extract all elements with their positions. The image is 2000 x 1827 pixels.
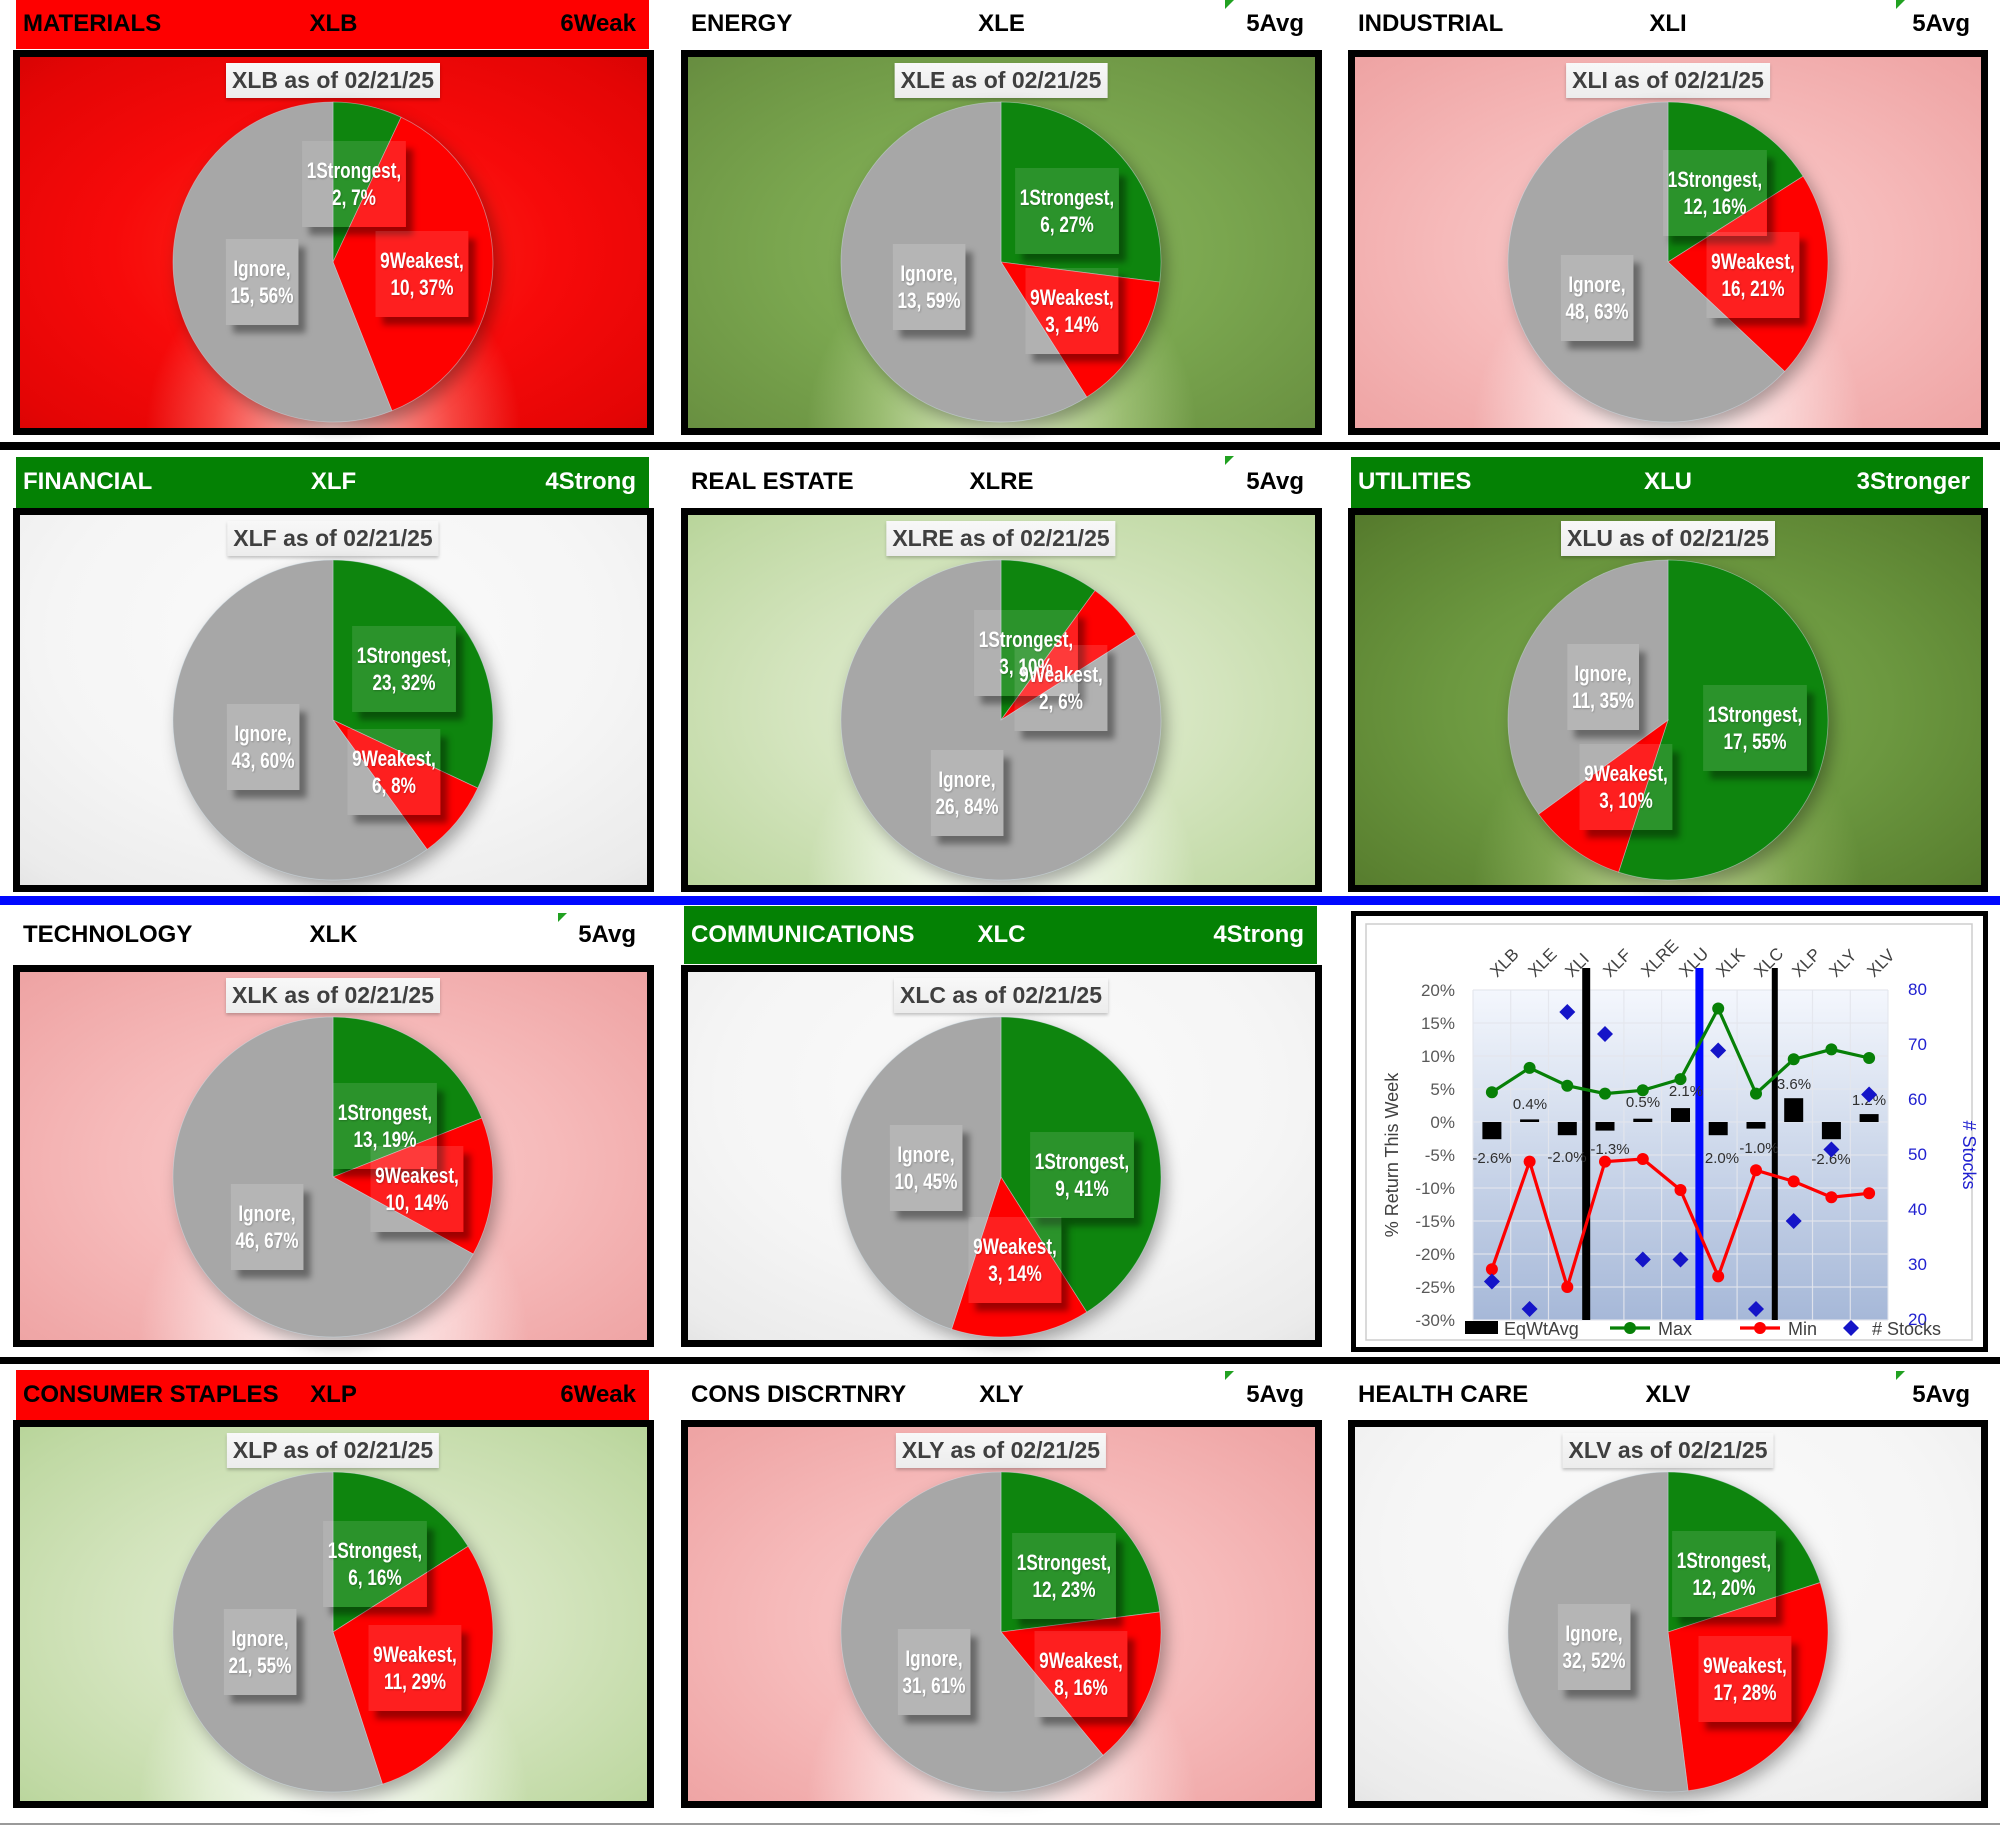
svg-text:30: 30 bbox=[1908, 1255, 1927, 1274]
svg-text:2.0%: 2.0% bbox=[1705, 1150, 1739, 1167]
svg-text:-5%: -5% bbox=[1425, 1146, 1455, 1165]
svg-text:60: 60 bbox=[1908, 1090, 1927, 1109]
svg-text:0.5%: 0.5% bbox=[1626, 1094, 1660, 1111]
svg-text:-15%: -15% bbox=[1415, 1212, 1455, 1231]
svg-text:-2.6%: -2.6% bbox=[1472, 1150, 1511, 1167]
svg-text:-20%: -20% bbox=[1415, 1245, 1455, 1264]
svg-text:20: 20 bbox=[1908, 1310, 1927, 1329]
svg-text:# Stocks: # Stocks bbox=[1872, 1319, 1941, 1339]
svg-text:-1.3%: -1.3% bbox=[1590, 1141, 1629, 1158]
svg-text:0%: 0% bbox=[1430, 1113, 1455, 1132]
svg-text:Min: Min bbox=[1788, 1319, 1817, 1339]
svg-text:50: 50 bbox=[1908, 1145, 1927, 1164]
svg-text:20%: 20% bbox=[1421, 981, 1455, 1000]
svg-text:% Return This Week: % Return This Week bbox=[1382, 1072, 1402, 1237]
svg-text:Max: Max bbox=[1658, 1319, 1692, 1339]
svg-text:10%: 10% bbox=[1421, 1047, 1455, 1066]
svg-text:-2.0%: -2.0% bbox=[1547, 1149, 1586, 1166]
svg-text:# Stocks: # Stocks bbox=[1959, 1120, 1979, 1189]
svg-text:-30%: -30% bbox=[1415, 1311, 1455, 1330]
svg-text:3.6%: 3.6% bbox=[1777, 1076, 1811, 1093]
svg-text:-25%: -25% bbox=[1415, 1278, 1455, 1297]
svg-text:EqWtAvg: EqWtAvg bbox=[1504, 1319, 1579, 1339]
svg-text:15%: 15% bbox=[1421, 1014, 1455, 1033]
svg-text:-2.6%: -2.6% bbox=[1811, 1151, 1850, 1168]
svg-text:0.4%: 0.4% bbox=[1513, 1096, 1547, 1113]
svg-text:5%: 5% bbox=[1430, 1080, 1455, 1099]
svg-text:2.1%: 2.1% bbox=[1669, 1083, 1703, 1100]
svg-text:-1.0%: -1.0% bbox=[1739, 1140, 1778, 1157]
svg-text:-10%: -10% bbox=[1415, 1179, 1455, 1198]
svg-text:80: 80 bbox=[1908, 980, 1927, 999]
svg-text:70: 70 bbox=[1908, 1035, 1927, 1054]
svg-text:40: 40 bbox=[1908, 1200, 1927, 1219]
